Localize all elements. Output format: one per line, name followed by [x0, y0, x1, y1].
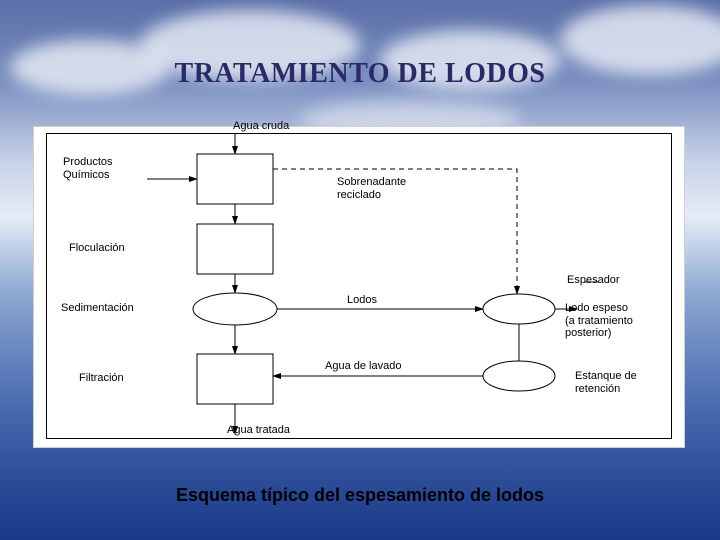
diagram-inner-border: Agua cruda ProductosQuímicos Floculación… [46, 133, 672, 439]
node-elTh [483, 294, 555, 324]
slide-title: TRATAMIENTO DE LODOS [0, 58, 720, 90]
node-el3 [193, 293, 277, 325]
node-box2 [197, 224, 273, 274]
node-box1 [197, 154, 273, 204]
node-box4 [197, 354, 273, 404]
nodes [193, 154, 555, 404]
node-elRt [483, 361, 555, 391]
edge [273, 169, 517, 294]
label-agua-cruda: Agua cruda [233, 120, 289, 133]
slide-caption: Esquema típico del espesamiento de lodos [0, 485, 720, 506]
diagram-svg [47, 134, 671, 438]
diagram-frame: Agua cruda ProductosQuímicos Floculación… [33, 126, 685, 448]
